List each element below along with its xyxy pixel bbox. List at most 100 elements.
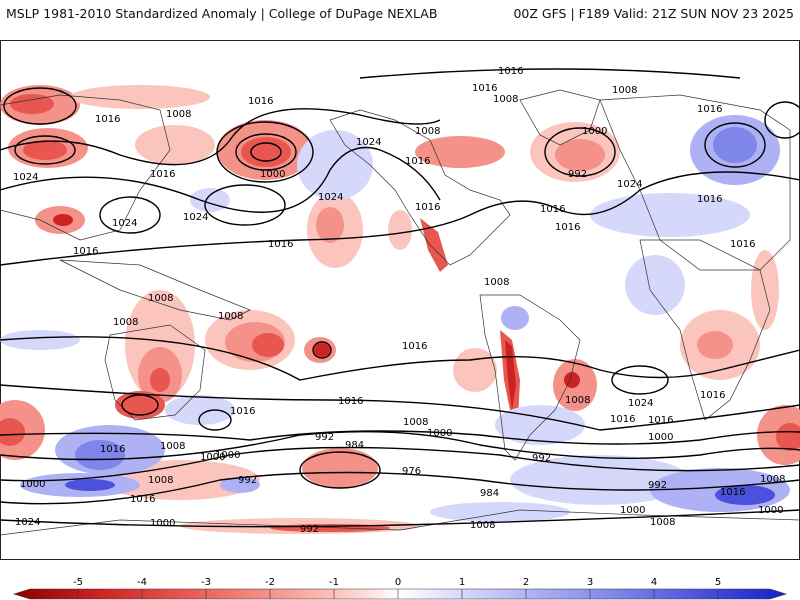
anomaly-area xyxy=(564,372,580,388)
anomaly-area xyxy=(0,418,25,446)
anomaly-area xyxy=(135,125,215,165)
contour-label: 1016 xyxy=(498,66,523,77)
contour-label: 1008 xyxy=(493,94,518,105)
colorbar: -5 -4 -3 -2 -1 0 1 2 3 4 5 xyxy=(12,577,788,600)
isobar-line xyxy=(0,509,800,528)
contour-label: 1016 xyxy=(415,202,440,213)
anomaly-area xyxy=(625,255,685,315)
anomaly-area xyxy=(430,502,570,522)
anomaly-area xyxy=(65,479,115,491)
contour-label: 1016 xyxy=(697,104,722,115)
anomaly-area xyxy=(302,448,378,488)
contour-label: 1024 xyxy=(13,172,38,183)
isobar-line xyxy=(611,365,669,395)
contour-label: 1016 xyxy=(268,239,293,250)
colorbar-tick-label: 1 xyxy=(459,577,465,588)
contour-label: 1016 xyxy=(73,246,98,257)
colorbar-tick-marks xyxy=(77,589,719,599)
isobar-line xyxy=(0,471,800,505)
antarctica-outline xyxy=(0,509,800,536)
anomaly-area xyxy=(70,85,210,109)
anomaly-area xyxy=(241,137,291,167)
contour-labels: 1016 1016 1016 1008 1008 1008 1016 1024 … xyxy=(13,66,785,535)
contour-label: 976 xyxy=(402,466,421,477)
isobar-line xyxy=(0,171,800,266)
colorbar-tick-label: 4 xyxy=(651,577,657,588)
isobar-line xyxy=(216,121,314,183)
isobar-line xyxy=(235,133,297,171)
contour-label: 1000 xyxy=(427,428,452,439)
contour-label: 1016 xyxy=(100,444,125,455)
isobar-line xyxy=(0,446,800,482)
contour-label: 992 xyxy=(568,169,587,180)
contour-label: 1008 xyxy=(650,517,675,528)
isobar-line xyxy=(14,135,76,165)
contour-label: 1000 xyxy=(150,518,175,529)
anomaly-area xyxy=(53,214,73,226)
isobar-line xyxy=(312,341,332,359)
contour-label: 1008 xyxy=(760,474,785,485)
colorbar-tick-label: -1 xyxy=(329,577,339,588)
anomaly-area xyxy=(715,485,775,505)
anomaly-area xyxy=(505,340,516,410)
contour-label: 1016 xyxy=(720,487,745,498)
contour-label: 1024 xyxy=(356,137,381,148)
isobar-line xyxy=(359,68,741,79)
contour-label: 1024 xyxy=(318,192,343,203)
greenland-outline xyxy=(519,89,601,146)
contour-label: 1016 xyxy=(405,156,430,167)
contour-label: 1000 xyxy=(648,432,673,443)
contour-label: 1008 xyxy=(218,311,243,322)
asia-west-outline xyxy=(0,94,171,241)
colorbar-tick-label: 5 xyxy=(715,577,721,588)
contour-label: 984 xyxy=(345,440,364,451)
anomaly-area xyxy=(0,330,80,350)
contour-label: 1008 xyxy=(415,126,440,137)
contour-label: 1016 xyxy=(730,239,755,250)
colorbar-tick-label: 2 xyxy=(523,577,529,588)
contour-label: 1008 xyxy=(148,475,173,486)
contour-label: 1008 xyxy=(470,520,495,531)
contour-label: 1016 xyxy=(248,96,273,107)
anomaly-area xyxy=(75,440,125,470)
isobar-line xyxy=(0,384,800,431)
north-america-outline xyxy=(329,109,511,266)
title-right: 00Z GFS | F189 Valid: 21Z SUN NOV 23 202… xyxy=(513,6,794,21)
contour-label: 1016 xyxy=(230,406,255,417)
contour-label: 1008 xyxy=(148,293,173,304)
anomaly-area xyxy=(314,343,330,357)
isobar-line xyxy=(198,409,232,431)
contour-label: 1024 xyxy=(628,398,653,409)
colorbar-ticks: -5 -4 -3 -2 -1 0 1 2 3 4 5 xyxy=(73,577,721,588)
anomaly-map: 1016 1016 1016 1008 1008 1008 1016 1024 … xyxy=(0,40,800,560)
anomaly-area xyxy=(388,210,412,250)
isobar-line xyxy=(3,87,77,125)
contour-label: 984 xyxy=(480,488,499,499)
contour-label: 1008 xyxy=(403,417,428,428)
australia-outline xyxy=(104,324,206,421)
isobar-line xyxy=(299,451,381,489)
contour-label: 1016 xyxy=(130,494,155,505)
contour-label: 1008 xyxy=(113,317,138,328)
colorbar-tick-label: -5 xyxy=(73,577,83,588)
contour-label: 1000 xyxy=(260,169,285,180)
contour-label: 992 xyxy=(648,480,667,491)
anomaly-area xyxy=(501,306,529,330)
title-left: MSLP 1981-2010 Standardized Anomaly | Co… xyxy=(6,6,438,21)
anomaly-area xyxy=(415,136,505,168)
anomaly-area xyxy=(165,395,235,425)
contour-label: 1016 xyxy=(338,396,363,407)
isobar-line xyxy=(250,142,282,162)
contour-label: 1016 xyxy=(648,415,673,426)
contour-label: 1024 xyxy=(112,218,137,229)
isobar-line xyxy=(764,101,800,139)
contour-label: 1016 xyxy=(700,390,725,401)
anomaly-area xyxy=(697,331,733,359)
isobar-line xyxy=(0,108,441,166)
contour-label: 1000 xyxy=(758,505,783,516)
isobar-line xyxy=(0,146,441,213)
contour-label: 1008 xyxy=(166,109,191,120)
south-america-outline xyxy=(479,294,581,461)
contour-label: 1024 xyxy=(617,179,642,190)
positive-anomaly-shading xyxy=(0,115,790,522)
